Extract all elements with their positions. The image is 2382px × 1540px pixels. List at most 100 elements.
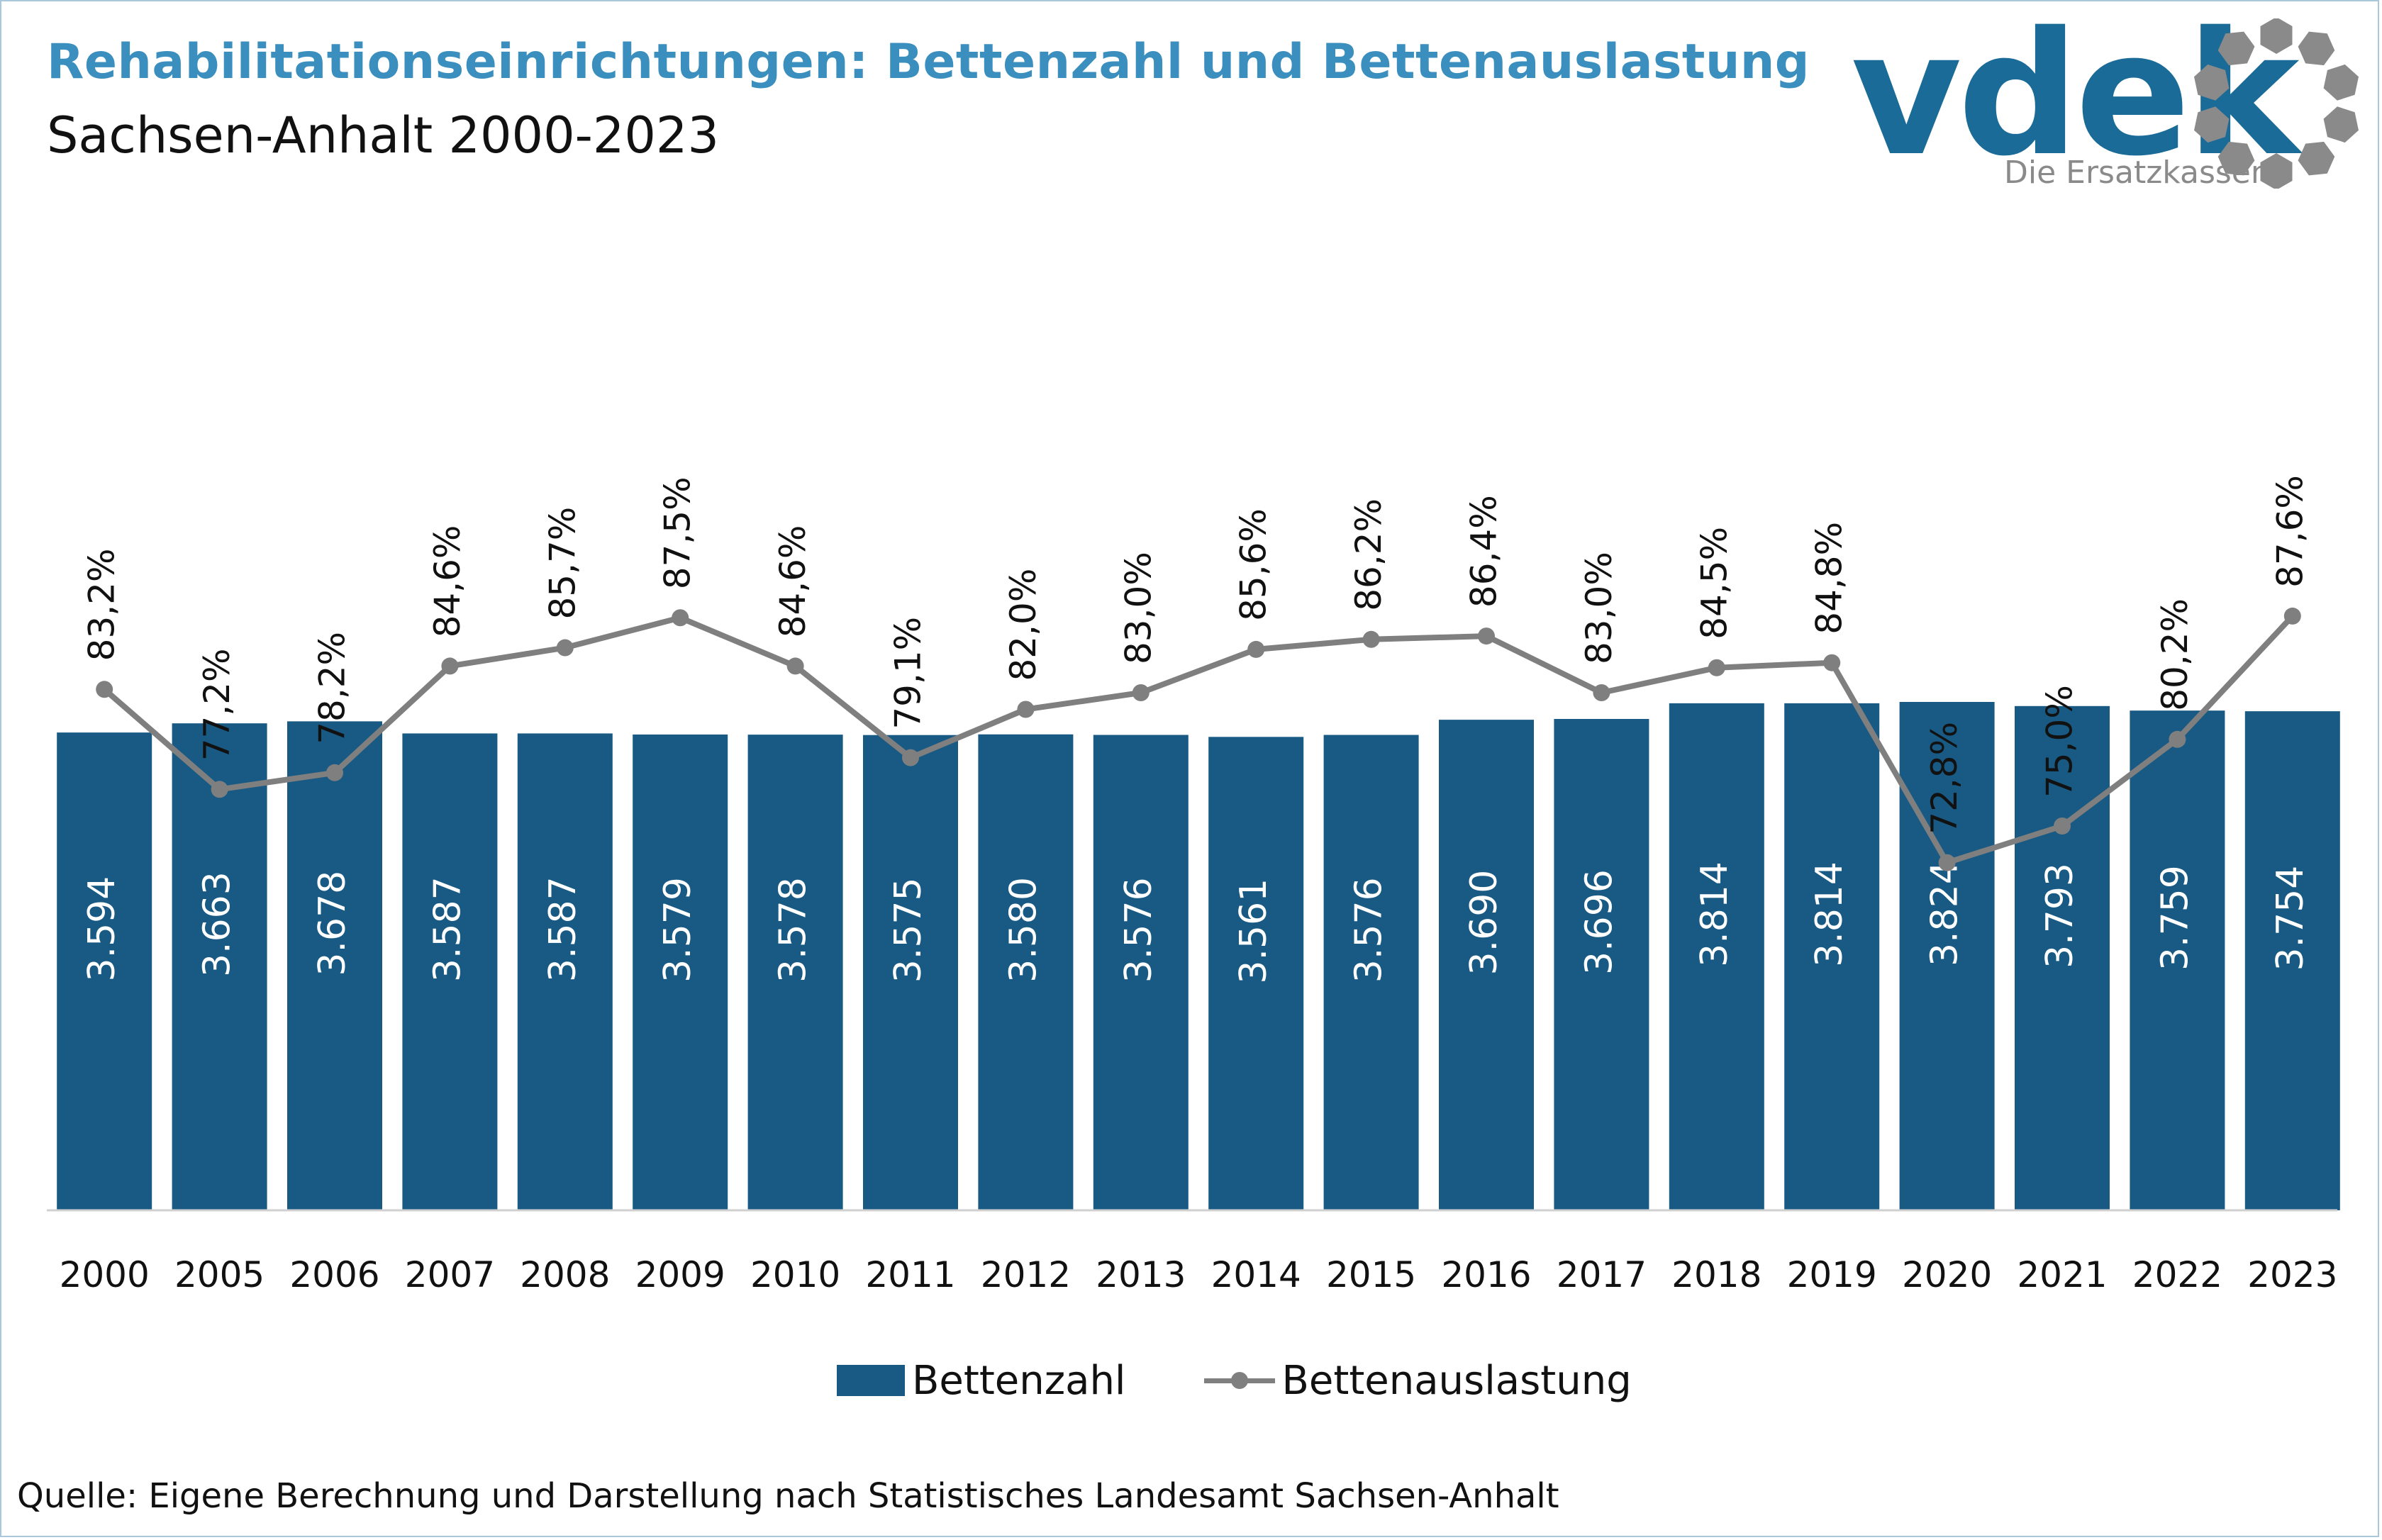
point-2000 — [96, 681, 113, 698]
x-tick-2000: 2000 — [60, 1254, 150, 1295]
logo-ring-segment — [2298, 141, 2335, 176]
x-tick-2007: 2007 — [405, 1254, 495, 1295]
bar-2009 — [633, 734, 728, 1210]
logo-ring-segment — [2217, 31, 2255, 66]
x-tick-2012: 2012 — [981, 1254, 1071, 1295]
bar-label-2012: 3.580 — [1002, 877, 1045, 983]
bar-label-2008: 3.587 — [542, 876, 584, 982]
chart-title: Rehabilitationseinrichtungen: Bettenzahl… — [47, 34, 1810, 90]
bar-label-2013: 3.576 — [1118, 877, 1160, 983]
point-label-2023: 87,6% — [2269, 475, 2310, 588]
bar-label-2023: 3.754 — [2269, 866, 2312, 971]
bar-series: 3.594 3.663 3.678 3.587 3.587 3.579 3.578 3.575… — [57, 702, 2340, 1210]
bar-2013 — [1093, 735, 1189, 1210]
point-label-2017: 83,0% — [1579, 552, 1620, 664]
x-tick-2014: 2014 — [1211, 1254, 1301, 1295]
point-label-2000: 83,2% — [82, 548, 123, 661]
point-label-2015: 86,2% — [1348, 498, 1389, 611]
bar-label-2009: 3.579 — [657, 877, 699, 983]
x-tick-2019: 2019 — [1787, 1254, 1877, 1295]
bar-label-2007: 3.587 — [426, 876, 469, 982]
point-label-2016: 86,4% — [1464, 495, 1505, 608]
x-tick-2022: 2022 — [2132, 1254, 2222, 1295]
source-note: Quelle: Eigene Berechnung und Darstellun… — [17, 1476, 1559, 1516]
point-2016 — [1478, 627, 1495, 645]
logo-ring-segment — [2260, 18, 2293, 54]
point-2019 — [1823, 654, 1841, 671]
bar-label-2021: 3.793 — [2039, 863, 2081, 969]
bar-2010 — [747, 735, 843, 1210]
x-tick-2009: 2009 — [635, 1254, 725, 1295]
x-tick-2020: 2020 — [1902, 1254, 1992, 1295]
bar-2005 — [172, 723, 267, 1210]
bar-label-2015: 3.576 — [1348, 877, 1391, 983]
bar-2022 — [2130, 710, 2225, 1210]
point-label-2019: 84,8% — [1809, 522, 1850, 635]
logo-ring-segment — [2323, 106, 2359, 143]
x-tick-2018: 2018 — [1671, 1254, 1762, 1295]
point-2012 — [1017, 701, 1035, 718]
point-2017 — [1593, 684, 1610, 701]
bar-2007 — [402, 733, 498, 1210]
bar-2006 — [287, 721, 382, 1210]
line-series: 83,2% 77,2% 78,2% 84,6% 85,7% 87,5% 84,6% 79,1%… — [82, 475, 2310, 871]
point-label-2006: 78,2% — [312, 632, 353, 744]
bar-label-2014: 3.561 — [1232, 878, 1275, 984]
point-label-2020: 72,8% — [1924, 722, 1965, 835]
point-label-2012: 82,0% — [1003, 569, 1044, 681]
legend: Bettenzahl Bettenauslastung — [837, 1356, 1632, 1405]
chart-subtitle: Sachsen-Anhalt 2000-2023 — [47, 106, 720, 164]
vdek-logo: vdek Die Ersatzkassen — [1837, 9, 2369, 204]
bar-2014 — [1208, 737, 1304, 1210]
bar-2019 — [1784, 703, 1880, 1210]
point-label-2018: 84,5% — [1693, 527, 1735, 640]
bar-2015 — [1323, 735, 1419, 1210]
point-label-2010: 84,6% — [772, 525, 813, 638]
bar-label-2020: 3.824 — [1924, 861, 1966, 966]
point-2006 — [326, 764, 343, 781]
bar-label-2019: 3.814 — [1808, 861, 1851, 967]
bar-label-2017: 3.696 — [1578, 869, 1620, 975]
point-2007 — [441, 657, 459, 675]
logo-ring-segment — [2298, 31, 2335, 66]
bar-2021 — [2015, 705, 2110, 1210]
logo-ring-segment — [2323, 64, 2359, 101]
point-label-2013: 83,0% — [1118, 552, 1159, 664]
point-label-2005: 77,2% — [196, 648, 238, 761]
point-label-2008: 85,7% — [542, 507, 583, 620]
point-label-2009: 87,5% — [657, 476, 699, 589]
bar-label-2000: 3.594 — [81, 876, 123, 982]
legend-label-bettenauslastung: Bettenauslastung — [1281, 1357, 1632, 1404]
x-tick-2006: 2006 — [289, 1254, 379, 1295]
logo-ring-segment — [2194, 64, 2230, 101]
bar-2023 — [2244, 711, 2340, 1210]
point-2015 — [1362, 630, 1380, 648]
x-tick-2010: 2010 — [750, 1254, 840, 1295]
logo-ring-segment — [2194, 106, 2230, 143]
bar-label-2010: 3.578 — [772, 877, 815, 983]
x-axis: 2000 2005 2006 2007 2008 2009 2010 2011 2012 2013… — [47, 1209, 2337, 1295]
legend-line-swatch — [1203, 1365, 1275, 1396]
x-tick-2015: 2015 — [1326, 1254, 1416, 1295]
x-tick-2013: 2013 — [1096, 1254, 1186, 1295]
point-2013 — [1132, 684, 1150, 701]
point-2022 — [2169, 730, 2186, 748]
x-tick-2011: 2011 — [865, 1254, 955, 1295]
bar-label-2006: 3.678 — [311, 871, 354, 976]
logo-ring-segment — [2217, 141, 2255, 176]
logo-ring-segment — [2260, 153, 2293, 189]
x-tick-2023: 2023 — [2247, 1254, 2337, 1295]
bar-2008 — [517, 733, 613, 1210]
point-label-2007: 84,6% — [427, 525, 468, 638]
point-2021 — [2054, 818, 2071, 835]
point-label-2021: 75,0% — [2039, 685, 2081, 798]
bar-2011 — [863, 735, 958, 1210]
legend-bar-swatch — [837, 1365, 905, 1396]
point-2023 — [2283, 607, 2301, 625]
point-2020 — [1938, 854, 1956, 871]
point-2014 — [1247, 640, 1265, 658]
bar-label-2016: 3.690 — [1463, 870, 1506, 976]
bar-2018 — [1669, 703, 1764, 1210]
logo-ring-icon — [2194, 18, 2359, 189]
